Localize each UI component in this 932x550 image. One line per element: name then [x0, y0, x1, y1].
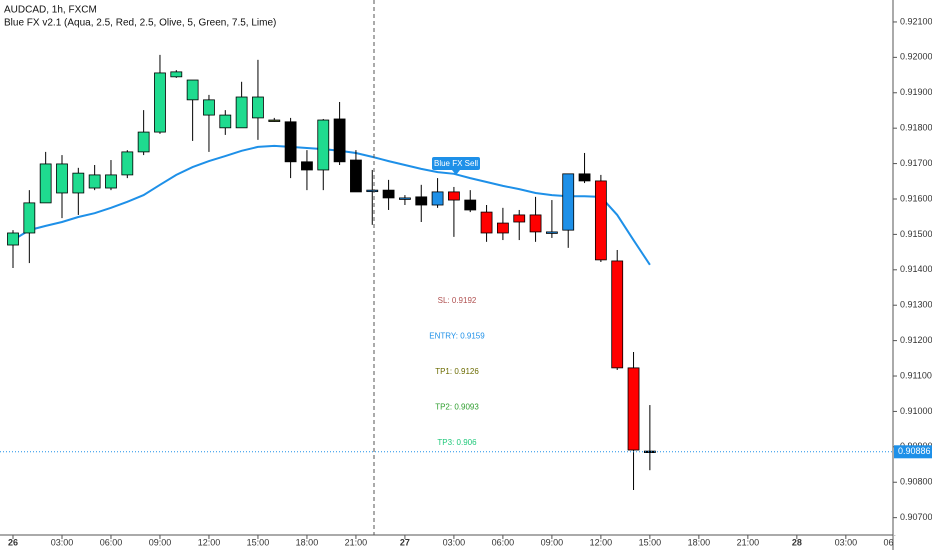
- candle-body: [594, 180, 607, 261]
- x-tick-label: 06:00: [492, 537, 515, 547]
- candle-body: [480, 211, 493, 234]
- x-tick-label: 26: [8, 537, 18, 547]
- candle-body: [154, 72, 166, 133]
- x-tick-label: 03:00: [835, 537, 858, 547]
- x-tick-label: 21:00: [737, 537, 760, 547]
- candle-body: [399, 197, 411, 200]
- candle-body: [88, 174, 101, 189]
- x-tick-label: 12:00: [590, 537, 613, 547]
- level-text: TP1: 0.9126: [435, 367, 479, 376]
- candle-body: [643, 450, 656, 453]
- y-tick-label: 0.92100: [900, 16, 932, 26]
- indicator-label: Blue FX v2.1 (Aqua, 2.5, Red, 2.5, Olive…: [4, 18, 276, 29]
- y-tick-label: 0.90800: [900, 477, 932, 487]
- y-tick-label: 0.91400: [900, 264, 932, 274]
- candle-body: [382, 189, 395, 199]
- candle-body: [23, 202, 36, 234]
- x-tick-label: 15:00: [639, 537, 662, 547]
- candle-body: [431, 191, 444, 206]
- x-tick-label: 15:00: [247, 537, 270, 547]
- x-tick-label: 03:00: [51, 537, 74, 547]
- x-tick-label: 12:00: [198, 537, 221, 547]
- candle-body: [284, 121, 297, 163]
- candle-body: [301, 161, 313, 171]
- y-tick-label: 0.92000: [900, 52, 932, 62]
- plot-area: [0, 54, 893, 491]
- x-tick-label: 28: [792, 537, 802, 547]
- x-tick-label: 18:00: [688, 537, 711, 547]
- candle-body: [611, 260, 624, 369]
- last-price-label: 0.90886: [898, 446, 931, 456]
- y-tick-label: 0.91200: [900, 335, 932, 345]
- candle-body: [366, 189, 379, 193]
- x-tick-label: 09:00: [541, 537, 564, 547]
- candle-body: [203, 99, 215, 116]
- candle-body: [513, 214, 526, 223]
- x-tick-label: 06:00: [100, 537, 123, 547]
- level-text: ENTRY: 0.9159: [429, 332, 485, 341]
- y-tick-label: 0.91900: [900, 87, 932, 97]
- candle-body: [415, 196, 428, 206]
- candle-body: [137, 131, 150, 153]
- signal-pointer: [452, 170, 460, 175]
- x-tick-label: 21:00: [345, 537, 368, 547]
- y-tick-label: 0.91500: [900, 229, 932, 239]
- candle-body: [121, 151, 134, 176]
- candle-body: [186, 79, 199, 101]
- candle-body: [578, 173, 591, 182]
- chart-title: AUDCAD, 1h, FXCM: [4, 5, 97, 16]
- signal-text: Blue FX Sell: [434, 159, 478, 168]
- y-tick-label: 0.90700: [900, 512, 932, 522]
- candle-body: [496, 222, 509, 234]
- candle-body: [105, 174, 117, 189]
- candle-body: [350, 159, 362, 193]
- time-axis: [0, 535, 893, 550]
- candle-body: [529, 214, 542, 233]
- level-text: SL: 0.9192: [438, 296, 477, 305]
- candle-body: [39, 163, 52, 204]
- y-tick-label: 0.91300: [900, 300, 932, 310]
- y-tick-label: 0.91000: [900, 406, 932, 416]
- signal-label: Blue FX Sell: [432, 157, 480, 175]
- candle-body: [170, 71, 183, 78]
- y-tick-label: 0.91100: [900, 370, 932, 380]
- candle-body: [317, 119, 330, 171]
- candle-body: [464, 199, 477, 211]
- candle-body: [545, 231, 558, 234]
- x-tick-label: 09:00: [149, 537, 172, 547]
- candle-body: [268, 119, 281, 122]
- moving-average: [12, 144, 651, 266]
- candle-body: [72, 172, 85, 194]
- x-tick-label: 27: [400, 537, 410, 547]
- level-text: TP2: 0.9093: [435, 403, 479, 412]
- candle-body: [252, 96, 264, 119]
- price-axis: [893, 0, 932, 550]
- x-tick-label: 18:00: [296, 537, 319, 547]
- candle-body: [235, 96, 248, 129]
- candle-body: [219, 114, 232, 129]
- x-tick-label: 03:00: [443, 537, 466, 547]
- signal-box: [432, 157, 480, 170]
- candle-body: [627, 367, 640, 451]
- candle-body: [562, 173, 575, 231]
- candle-body: [7, 232, 19, 246]
- candle-body: [448, 191, 460, 201]
- last-price-box: [894, 445, 932, 459]
- axis-corner: [893, 535, 932, 550]
- levels: SL: 0.9192 ENTRY: 0.9159 TP1: 0.9126 TP2: 0…: [429, 296, 485, 447]
- y-tick-label: 0.91700: [900, 158, 932, 168]
- level-text: TP3: 0.906: [437, 438, 477, 447]
- y-tick-label: 0.91800: [900, 123, 932, 133]
- candle-body: [333, 118, 346, 163]
- y-tick-label: 0.91600: [900, 193, 932, 203]
- candle-body: [56, 163, 68, 194]
